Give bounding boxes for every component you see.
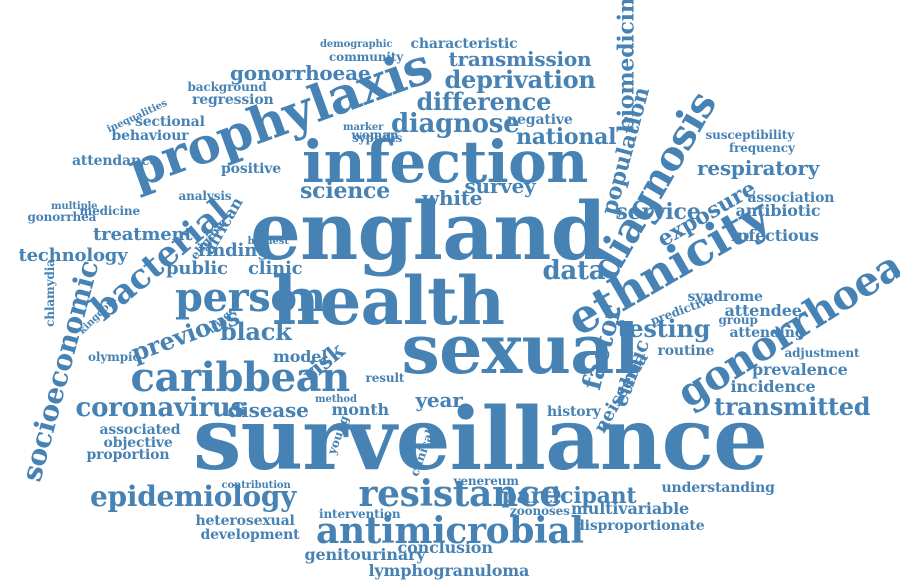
word: survey <box>464 174 536 198</box>
word: england <box>250 184 607 278</box>
word: development <box>200 527 300 543</box>
word: technology <box>18 245 128 266</box>
word: person <box>175 274 326 321</box>
word: prevalence <box>752 360 848 379</box>
word: science <box>300 178 390 204</box>
word: attending <box>729 325 805 341</box>
word: group <box>718 313 758 327</box>
word: venereum <box>453 474 520 488</box>
word: attendance <box>72 153 159 169</box>
word: multivariable <box>571 499 690 518</box>
word: genitourinary <box>304 545 426 564</box>
word: diagnose <box>391 109 520 139</box>
word: marker <box>343 122 384 133</box>
word: susceptibility <box>705 128 795 142</box>
word: medicine <box>79 204 141 218</box>
word: result <box>365 371 405 385</box>
word: associated <box>99 422 181 438</box>
word: testing <box>617 314 711 343</box>
word: month <box>331 400 390 419</box>
word: transmitted <box>714 392 871 421</box>
word: association <box>747 190 835 206</box>
word: regression <box>192 92 274 108</box>
word: history <box>547 404 601 420</box>
word: white <box>422 186 483 210</box>
word: attendee <box>724 301 802 320</box>
word: difference <box>416 87 552 116</box>
word: national <box>516 124 617 150</box>
word: intervention <box>319 507 401 521</box>
word: understanding <box>661 480 775 496</box>
word: sectional <box>135 114 205 130</box>
word: coronavirus <box>75 393 246 423</box>
word: contribution <box>221 480 291 491</box>
word: black <box>220 317 292 346</box>
word: demographic <box>320 39 393 50</box>
word: adjustment <box>784 346 860 360</box>
word: deprivation <box>444 65 596 94</box>
word: clinic <box>248 258 303 279</box>
word: behaviour <box>111 128 189 144</box>
word: disease <box>227 398 309 422</box>
word: highest <box>247 236 289 247</box>
word: resistance <box>358 473 563 515</box>
word: negative <box>507 112 573 128</box>
word: model <box>273 347 328 366</box>
word: infection <box>302 128 588 196</box>
word: characteristic <box>410 36 518 52</box>
word: treatment <box>93 224 193 245</box>
word: multiple <box>51 201 98 212</box>
word: objective <box>103 435 173 451</box>
word: gonorrhea <box>27 210 97 224</box>
word: epidemiology <box>90 480 297 513</box>
word: conclusion <box>397 538 493 557</box>
word: proportion <box>86 447 170 463</box>
word: lymphogranuloma <box>368 561 530 580</box>
word: service <box>615 199 701 225</box>
word: positive <box>221 161 282 177</box>
word: community <box>329 50 404 64</box>
word: syphilis <box>352 131 403 145</box>
word: background <box>187 80 267 94</box>
word: chlamydia <box>42 259 57 327</box>
word: syndrome <box>687 289 763 305</box>
word: frequency <box>729 141 795 155</box>
word: sexual <box>401 310 640 390</box>
word: respiratory <box>697 156 820 180</box>
word: woman <box>351 128 399 142</box>
word: heterosexual <box>195 513 295 529</box>
word: surveillance <box>193 389 768 490</box>
word: zoonoses <box>510 504 570 518</box>
word: olympic <box>88 350 140 364</box>
word: caribbean <box>130 354 351 401</box>
word: antibiotic <box>735 201 821 220</box>
word: finding <box>198 240 270 261</box>
word: analysis <box>178 189 232 203</box>
word: public <box>166 258 228 279</box>
word: routine <box>657 343 715 359</box>
word: incidence <box>730 377 816 396</box>
word: disproportionate <box>575 518 705 534</box>
word: gonorrhoeae <box>230 61 371 85</box>
word: method <box>315 394 357 405</box>
word: year <box>415 388 463 412</box>
word: antimicrobial <box>316 510 584 552</box>
word: health <box>272 262 505 340</box>
word: participant <box>501 483 637 509</box>
word: transmission <box>448 47 592 71</box>
word: infectious <box>731 226 819 245</box>
word: data <box>542 256 606 286</box>
